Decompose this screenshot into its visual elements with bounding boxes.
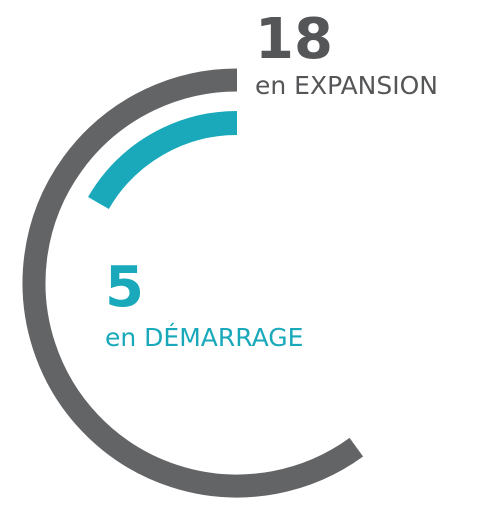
value-label: 18 bbox=[255, 7, 333, 72]
series-label: en DÉMARRAGE bbox=[105, 323, 303, 352]
arc bbox=[88, 111, 238, 210]
arc bbox=[22, 68, 364, 498]
value-label: 5 bbox=[105, 255, 144, 320]
series-label: en EXPANSION bbox=[255, 71, 438, 100]
